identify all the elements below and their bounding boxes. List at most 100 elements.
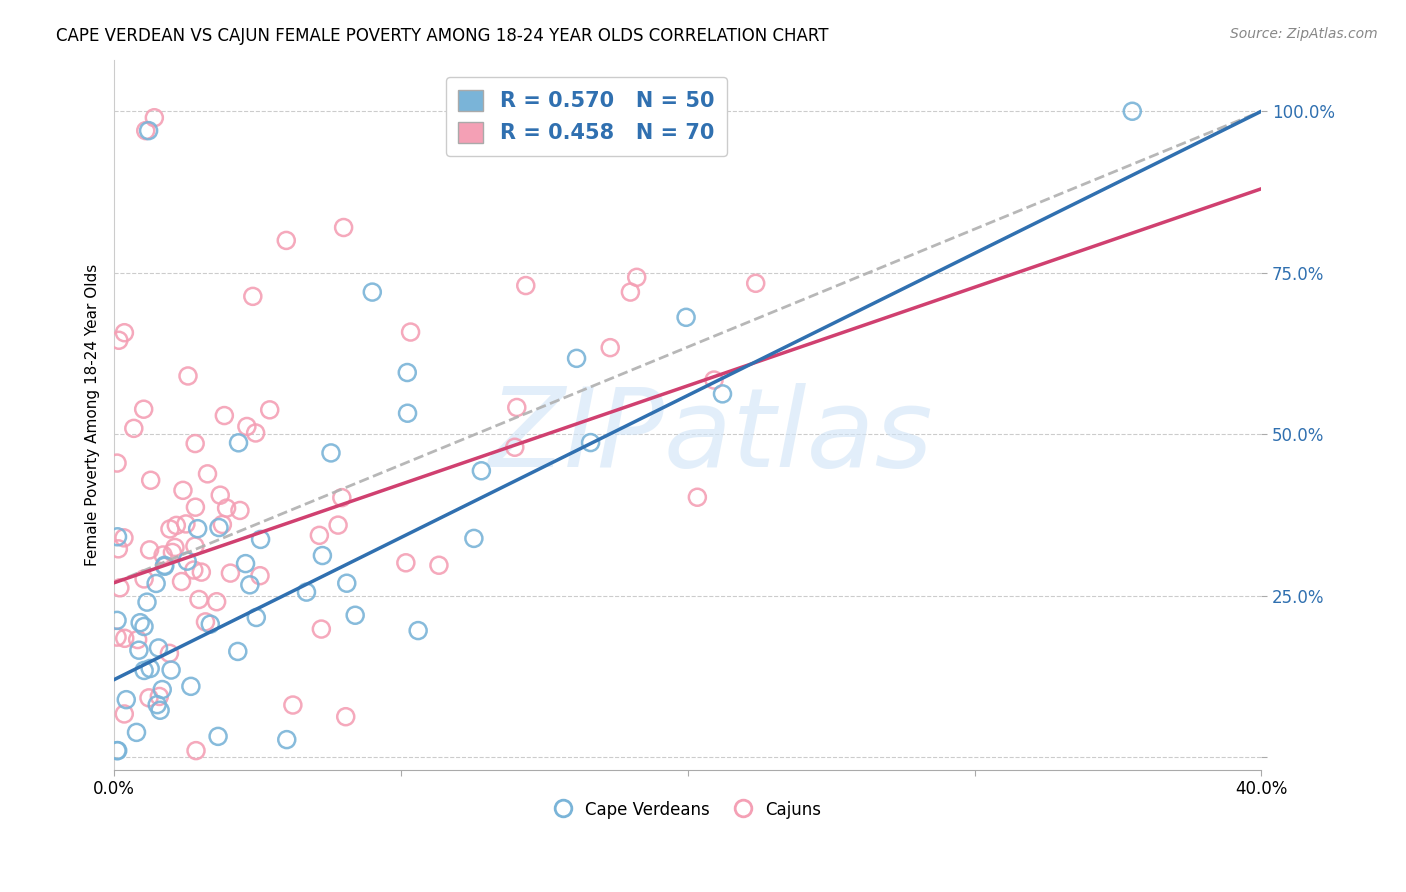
Point bbox=[107, 541, 129, 556]
Point bbox=[361, 285, 384, 299]
Point bbox=[148, 690, 170, 704]
Point bbox=[396, 366, 419, 380]
Point bbox=[148, 640, 170, 655]
Point bbox=[226, 644, 249, 658]
Point bbox=[145, 576, 167, 591]
Text: ZIPatlas: ZIPatlas bbox=[488, 383, 934, 490]
Point bbox=[427, 558, 450, 573]
Point bbox=[326, 518, 349, 533]
Text: CAPE VERDEAN VS CAJUN FEMALE POVERTY AMONG 18-24 YEAR OLDS CORRELATION CHART: CAPE VERDEAN VS CAJUN FEMALE POVERTY AMO… bbox=[56, 27, 828, 45]
Point bbox=[236, 419, 259, 434]
Point bbox=[214, 409, 236, 423]
Point bbox=[242, 289, 264, 303]
Point bbox=[190, 565, 212, 579]
Point bbox=[112, 706, 135, 721]
Point bbox=[138, 123, 160, 137]
Point bbox=[159, 522, 181, 536]
Point bbox=[308, 528, 330, 542]
Point bbox=[295, 585, 318, 599]
Point bbox=[503, 440, 526, 454]
Point bbox=[163, 541, 186, 555]
Point bbox=[184, 539, 207, 553]
Point bbox=[197, 467, 219, 481]
Point bbox=[135, 123, 157, 137]
Point bbox=[619, 285, 641, 299]
Point bbox=[125, 725, 148, 739]
Point bbox=[235, 557, 257, 571]
Point bbox=[139, 473, 162, 487]
Point bbox=[276, 234, 298, 248]
Point bbox=[188, 592, 211, 607]
Point bbox=[149, 703, 172, 717]
Point bbox=[744, 277, 766, 291]
Point bbox=[165, 518, 187, 533]
Point bbox=[395, 556, 418, 570]
Point bbox=[122, 421, 145, 435]
Point bbox=[105, 630, 128, 644]
Point bbox=[170, 574, 193, 589]
Point bbox=[311, 549, 333, 563]
Point bbox=[711, 387, 734, 401]
Point bbox=[599, 341, 621, 355]
Point bbox=[1121, 104, 1143, 119]
Point bbox=[180, 679, 202, 693]
Point bbox=[150, 682, 173, 697]
Point bbox=[127, 632, 149, 647]
Point bbox=[281, 698, 304, 712]
Point bbox=[219, 566, 242, 580]
Point bbox=[132, 619, 155, 633]
Point bbox=[108, 581, 131, 595]
Point bbox=[276, 732, 298, 747]
Point bbox=[406, 624, 429, 638]
Point bbox=[112, 531, 135, 545]
Point bbox=[153, 559, 176, 574]
Point bbox=[172, 483, 194, 498]
Y-axis label: Female Poverty Among 18-24 Year Olds: Female Poverty Among 18-24 Year Olds bbox=[86, 264, 100, 566]
Point bbox=[215, 501, 238, 516]
Point bbox=[245, 425, 267, 440]
Point bbox=[209, 488, 232, 502]
Point bbox=[330, 491, 353, 505]
Point bbox=[396, 406, 419, 420]
Point bbox=[159, 646, 181, 660]
Point bbox=[108, 333, 131, 347]
Point bbox=[506, 401, 529, 415]
Text: Source: ZipAtlas.com: Source: ZipAtlas.com bbox=[1230, 27, 1378, 41]
Point bbox=[112, 326, 135, 340]
Point bbox=[344, 608, 367, 623]
Point bbox=[228, 435, 250, 450]
Point bbox=[332, 220, 354, 235]
Point bbox=[207, 730, 229, 744]
Point bbox=[138, 542, 160, 557]
Point bbox=[463, 532, 485, 546]
Point bbox=[686, 490, 709, 504]
Point bbox=[105, 456, 128, 470]
Point bbox=[259, 402, 281, 417]
Point bbox=[184, 744, 207, 758]
Point bbox=[579, 435, 602, 450]
Point bbox=[105, 744, 128, 758]
Point bbox=[336, 576, 359, 591]
Point bbox=[160, 663, 183, 677]
Point bbox=[132, 402, 155, 417]
Point bbox=[139, 661, 162, 675]
Point bbox=[211, 517, 233, 532]
Point bbox=[129, 615, 152, 630]
Point bbox=[311, 622, 333, 636]
Point bbox=[515, 278, 537, 293]
Point bbox=[152, 548, 174, 562]
Point bbox=[107, 530, 129, 544]
Point bbox=[205, 595, 228, 609]
Point bbox=[105, 613, 128, 627]
Point bbox=[128, 643, 150, 657]
Point bbox=[146, 698, 169, 712]
Legend: Cape Verdeans, Cajuns: Cape Verdeans, Cajuns bbox=[548, 794, 827, 826]
Point bbox=[153, 558, 176, 573]
Point bbox=[184, 436, 207, 450]
Point bbox=[399, 325, 422, 339]
Point bbox=[470, 464, 492, 478]
Point bbox=[565, 351, 588, 366]
Point bbox=[136, 595, 159, 609]
Point bbox=[132, 572, 155, 586]
Point bbox=[143, 111, 166, 125]
